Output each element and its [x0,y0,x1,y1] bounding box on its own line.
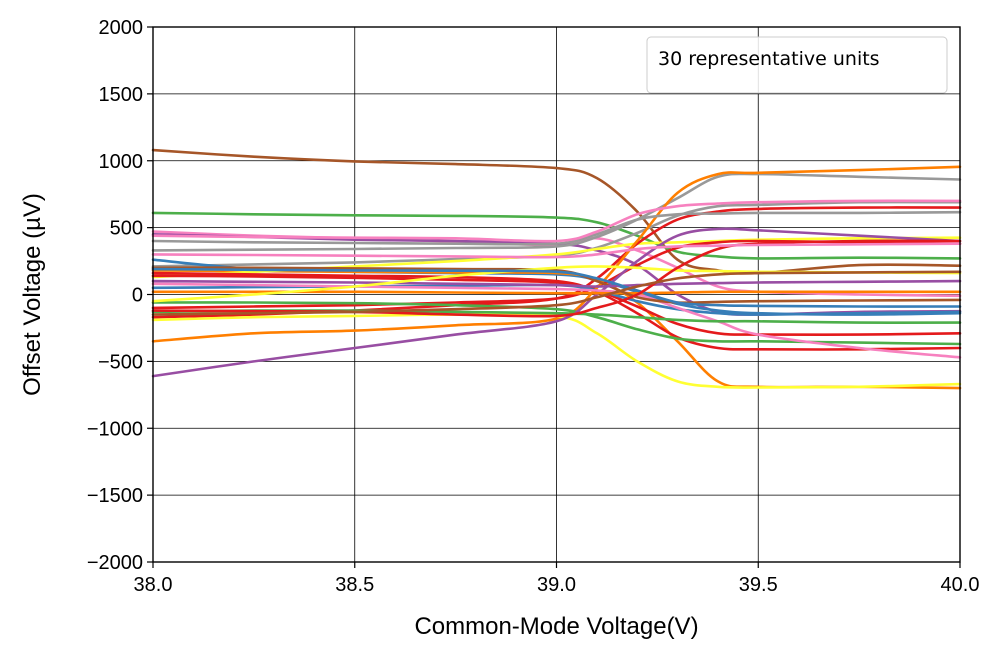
y-tick-label: 500 [110,218,143,240]
legend: 30 representative units [646,36,948,94]
y-axis: 2000 1500 1000 500 0 −500 −1000 −1500 −2000 [87,17,153,574]
series-line-unit-23 [151,279,962,288]
y-tick-label: 1000 [99,151,144,173]
x-tick-label: 40.0 [941,574,980,596]
y-tick-label: −500 [98,351,143,373]
y-tick-label: −1500 [87,485,143,507]
series-line-unit-21 [151,210,962,246]
y-axis-title: Offset Voltage (µV) [19,193,46,396]
y-tick-label: 0 [132,285,143,307]
series-line-unit-19 [151,282,962,359]
legend-text: 30 representative units [658,48,880,70]
series-line-unit-22 [151,266,962,305]
series-line-unit-29 [151,242,962,259]
x-tick-label: 38.0 [134,574,173,596]
x-tick-label: 38.5 [335,574,374,596]
series-line-unit-15 [151,312,962,389]
y-tick-label: 1500 [99,84,144,106]
series-line-unit-30 [151,270,962,316]
series-line-unit-2 [151,211,962,260]
series-group [151,148,962,390]
x-tick-label: 39.5 [739,574,778,596]
y-tick-label: −2000 [87,552,143,574]
series-line-unit-25 [151,199,962,243]
legend-box [646,36,948,94]
y-tick-label: −1000 [87,418,143,440]
series-line-unit-20 [151,290,962,295]
x-axis: 38.0 38.5 39.0 39.5 40.0 [134,562,980,596]
series-line-unit-5 [151,172,962,252]
series-line-unit-16 [151,301,962,346]
x-axis-title: Common-Mode Voltage(V) [414,613,698,640]
series-line-unit-27 [151,267,962,308]
y-tick-label: 2000 [99,17,144,39]
x-tick-label: 39.0 [537,574,576,596]
series-line-unit-6 [151,200,962,268]
